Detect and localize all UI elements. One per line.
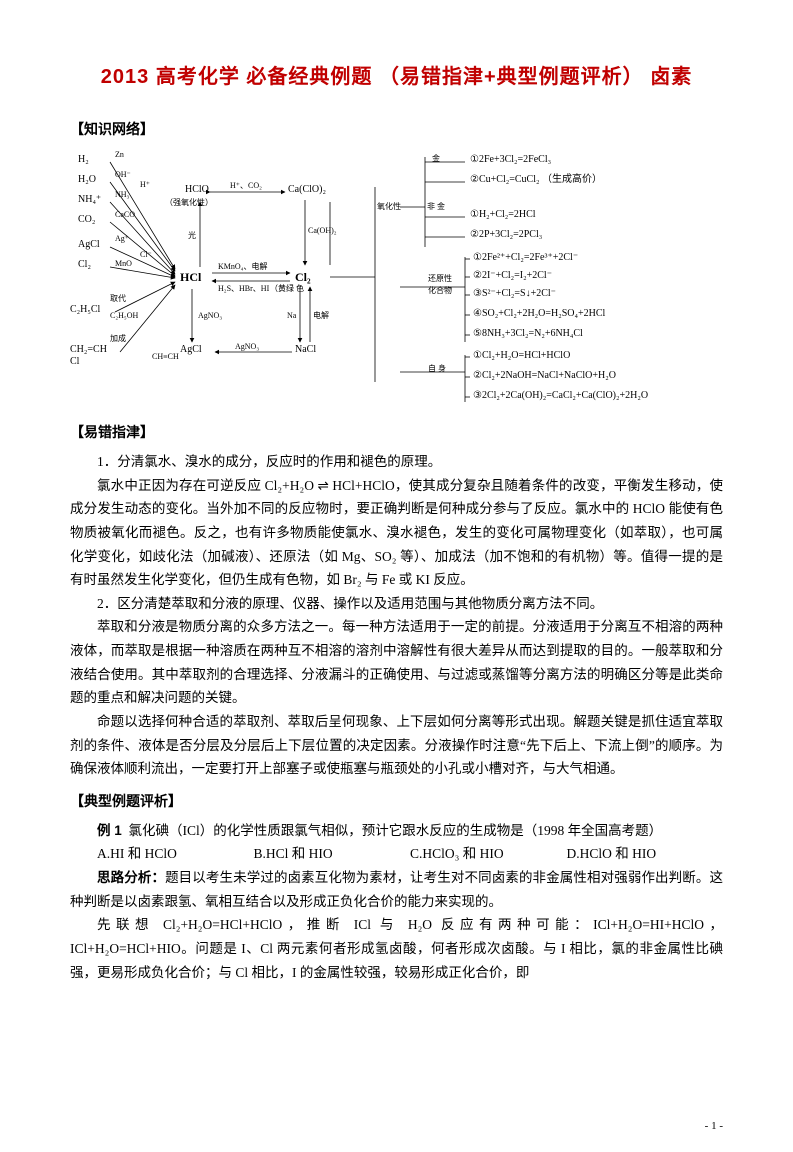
annot-chch: CH≡CH	[152, 353, 179, 361]
annot-agno3b: AgNO₃	[235, 343, 259, 351]
think-text: 题目以考生未学过的卤素互化物为素材，让考生对不同卤素的非金属性相对强弱作出判断。…	[70, 870, 723, 909]
pitfall-2-text: 萃取和分液是物质分离的众多方法之一。每一种方法适用于一定的前提。分液适用于分离互…	[70, 615, 723, 710]
opt-b: B.HCl 和 HIO	[254, 842, 411, 866]
opt-c: C.HClO₃ 和 HIO	[410, 842, 567, 866]
rxn-s1: ①Cl₂+H₂O=HCl+HClO	[473, 351, 570, 361]
section-analysis: 【典型例题评析】	[70, 791, 723, 811]
section-pitfalls: 【易错指津】	[70, 422, 723, 442]
annot-hplus: H⁺	[140, 181, 150, 189]
rxn-m1: ①2Fe+3Cl₂=2FeCl₃	[470, 155, 551, 165]
annot-nh3: NH₃	[115, 191, 129, 199]
annot-h2s: H₂S、HBr、HI	[218, 285, 269, 293]
example-options: A.HI 和 HClO B.HCl 和 HIO C.HClO₃ 和 HIO D.…	[70, 842, 723, 866]
rxn-r1: ①2Fe²⁺+Cl₂=2Fe³⁺+2Cl⁻	[473, 253, 578, 263]
rxn-n2: ②2P+3Cl₂=2PCl₃	[470, 230, 542, 240]
head-compound: 化合物	[428, 287, 452, 295]
rxn-s3: ③2Cl₂+2Ca(OH)₂=CaCl₂+Ca(ClO)₂+2H₂O	[473, 391, 648, 401]
annot-c2h5oh: C₂H₅OH	[110, 312, 138, 320]
annot-zn: Zn	[115, 151, 124, 159]
node-co2: CO₂	[78, 215, 95, 225]
head-reduce: 还原性	[428, 275, 452, 283]
node-c2h5cl: C₂H₅Cl	[70, 305, 100, 315]
node-cl2-l: Cl₂	[78, 260, 91, 270]
rxn-r4: ④SO₂+Cl₂+2H₂O=H₂SO₄+2HCl	[473, 309, 605, 319]
annot-elec: 电解	[313, 312, 329, 320]
annot-agno3a: AgNO₃	[198, 312, 222, 320]
opt-d: D.HClO 和 HIO	[567, 842, 724, 866]
node-ch2ch-cl: Cl	[70, 357, 79, 367]
rxn-n1: ①H₂+Cl₂=2HCl	[470, 210, 536, 220]
node-caclo2: Ca(ClO)₂	[288, 185, 326, 195]
head-self: 自 身	[428, 365, 446, 373]
node-nacl: NaCl	[295, 345, 316, 355]
node-ch2ch: CH₂=CH	[70, 345, 107, 355]
example-association: 先联想 Cl₂+H₂O=HCl+HClO，推断 ICl 与 H₂O 反应有两种可…	[70, 913, 723, 984]
section-knowledge-network: 【知识网络】	[70, 119, 723, 139]
pitfall-2-text2: 命题以选择何种合适的萃取剂、萃取后呈何现象、上下层如何分离等形式出现。解题关键是…	[70, 710, 723, 781]
annot-light: 光	[188, 232, 196, 240]
pitfall-1-text: 氯水中正因为存在可逆反应 Cl₂+H₂O ⇌ HCl+HClO，使其成分复杂且随…	[70, 474, 723, 592]
node-h2o: H₂O	[78, 175, 96, 185]
node-h2: H₂	[78, 155, 89, 165]
head-metal: 金	[432, 155, 440, 163]
document-page: 2013 高考化学 必备经典例题 （易错指津+典型例题评析） 卤素 【知识网络】	[0, 0, 793, 1152]
rxn-s2: ②Cl₂+2NaOH=NaCl+NaClO+H₂O	[473, 371, 616, 381]
knowledge-network-diagram: H₂ H₂O NH₄⁺ CO₂ AgCl Cl₂ C₂H₅Cl CH₂=CH C…	[70, 147, 723, 412]
node-cl2: Cl₂	[295, 271, 311, 283]
example-q: 氯化碘（ICl）的化学性质跟氯气相似，预计它跟水反应的生成物是（1998 年全国…	[129, 823, 663, 838]
annot-caco: CaCO	[115, 211, 135, 219]
rxn-r3: ③S²⁻+Cl₂=S↓+2Cl⁻	[473, 289, 556, 299]
example-thinking: 思路分析：题目以考生未学过的卤素互化物为素材，让考生对不同卤素的非金属性相对强弱…	[70, 866, 723, 913]
annot-caoh2: Ca(OH)₂	[308, 227, 337, 235]
diagram-svg	[70, 147, 723, 412]
example-1-question: 例 1 氯化碘（ICl）的化学性质跟氯气相似，预计它跟水反应的生成物是（1998…	[70, 819, 723, 843]
node-agcl-l: AgCl	[78, 240, 100, 250]
annot-oh: OH⁻	[115, 171, 131, 179]
example-label: 例 1	[97, 823, 122, 838]
think-label: 思路分析：	[97, 870, 165, 885]
annot-ag: Ag⁺	[115, 235, 129, 243]
head-oxidize: 氧化性	[377, 203, 401, 211]
annot-hco2: H⁺、CO₂	[230, 182, 262, 190]
annot-mno: MnO	[115, 260, 132, 268]
pitfall-2-head: 2．区分清楚萃取和分液的原理、仪器、操作以及适用范围与其他物质分离方法不同。	[70, 592, 723, 616]
head-nonmetal: 非 金	[427, 203, 445, 211]
pitfall-1-head: 1．分清氯水、溴水的成分，反应时的作用和褪色的原理。	[70, 450, 723, 474]
node-hclo: HClO	[185, 185, 209, 195]
annot-cl: Cl⁻	[140, 251, 152, 259]
node-agcl: AgCl	[180, 345, 202, 355]
annot-kmno4: KMnO₄、电解	[218, 263, 267, 271]
annot-strong-ox: （强氧化性）	[165, 199, 213, 207]
rxn-r5: ⑤8NH₃+3Cl₂=N₂+6NH₄Cl	[473, 329, 583, 339]
node-nh4: NH₄⁺	[78, 195, 101, 205]
page-title: 2013 高考化学 必备经典例题 （易错指津+典型例题评析） 卤素	[70, 60, 723, 89]
annot-yellowgreen: （黄绿 色	[270, 285, 304, 293]
annot-add: 加成	[110, 335, 126, 343]
annot-sub: 取代	[110, 295, 126, 303]
opt-a: A.HI 和 HClO	[97, 842, 254, 866]
rxn-r2: ②2I⁻+Cl₂=I₂+2Cl⁻	[473, 271, 552, 281]
annot-na: Na	[287, 312, 296, 320]
node-hcl: HCl	[180, 271, 201, 283]
rxn-m2: ②Cu+Cl₂=CuCl₂ （生成高价）	[470, 175, 602, 185]
